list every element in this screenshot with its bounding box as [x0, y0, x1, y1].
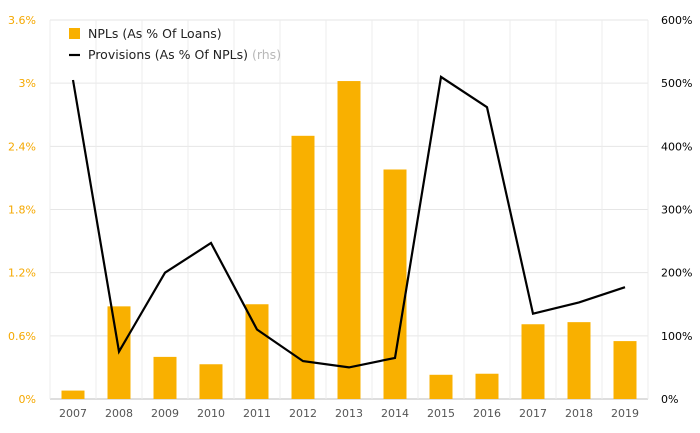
x-tick-label: 2009	[151, 407, 179, 420]
bar-npl-2012	[291, 135, 315, 400]
y-right-tick-label: 500%	[661, 77, 692, 90]
legend-label-provisions: Provisions (As % Of NPLs) (rhs)	[88, 47, 281, 62]
bar-npl-2009	[153, 356, 177, 399]
bar-npl-2014	[383, 169, 407, 399]
y-left-tick-label: 3.6%	[8, 14, 36, 27]
bar-npl-2013	[337, 81, 361, 400]
x-tick-label: 2010	[197, 407, 225, 420]
x-tick-label: 2015	[427, 407, 455, 420]
y-left-tick-label: 1.8%	[8, 204, 36, 217]
y-right-tick-label: 100%	[661, 330, 692, 343]
x-tick-label: 2017	[519, 407, 547, 420]
bar-npl-2019	[613, 341, 637, 399]
npl-bars	[61, 81, 637, 400]
legend: NPLs (As % Of Loans) Provisions (As % Of…	[69, 26, 281, 62]
bar-npl-2016	[475, 373, 499, 399]
y-left-tick-label: 1.2%	[8, 267, 36, 280]
x-tick-label: 2013	[335, 407, 363, 420]
bar-npl-2011	[245, 304, 269, 399]
x-tick-label: 2012	[289, 407, 317, 420]
legend-label-npls: NPLs (As % Of Loans)	[88, 26, 222, 41]
y-left-tick-label: 0%	[19, 393, 36, 406]
bar-npl-2015	[429, 374, 453, 399]
bar-npl-2018	[567, 322, 591, 399]
x-tick-label: 2014	[381, 407, 409, 420]
y-right-tick-label: 600%	[661, 14, 692, 27]
y-left-tick-label: 0.6%	[8, 330, 36, 343]
x-tick-label: 2011	[243, 407, 271, 420]
provisions-line	[71, 75, 626, 369]
legend-swatch-npls	[69, 28, 80, 39]
axes: 0% 0% 0.6% 100% 1.2% 200% 1.8% 300% 2.4% 400% 3% 50…	[8, 14, 692, 420]
bar-npl-2017	[521, 324, 545, 399]
x-tick-label: 2018	[565, 407, 593, 420]
y-right-tick-label: 400%	[661, 140, 692, 153]
y-left-tick-label: 3%	[19, 77, 36, 90]
y-right-tick-label: 300%	[661, 204, 692, 217]
y-left-tick-label: 2.4%	[8, 140, 36, 153]
x-tick-label: 2007	[59, 407, 87, 420]
x-tick-label: 2008	[105, 407, 133, 420]
x-tick-label: 2019	[611, 407, 639, 420]
provisions-line-group	[71, 75, 626, 369]
y-right-tick-label: 0%	[661, 393, 678, 406]
bar-npl-2007	[61, 390, 85, 399]
bar-npl-2010	[199, 364, 223, 399]
x-tick-label: 2016	[473, 407, 501, 420]
y-right-tick-label: 200%	[661, 267, 692, 280]
